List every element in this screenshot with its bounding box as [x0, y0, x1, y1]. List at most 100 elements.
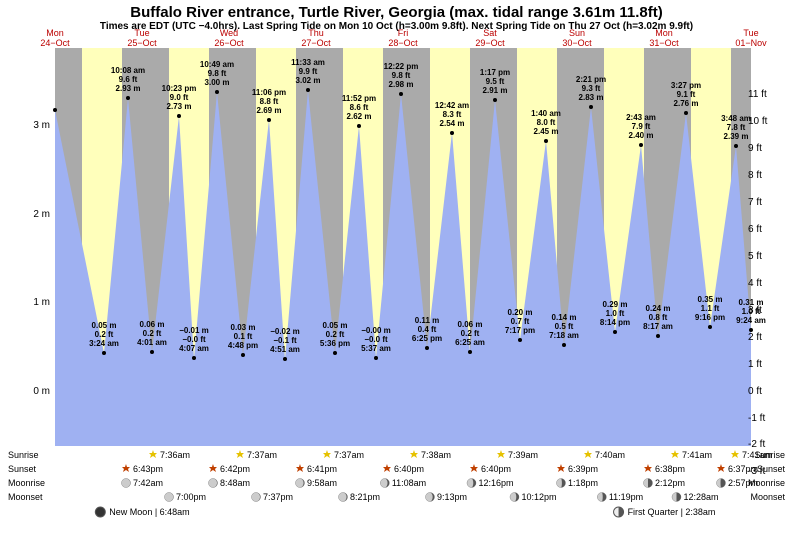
y-tick-ft: -1 ft — [748, 413, 793, 424]
footer-label: Sunset — [757, 464, 785, 474]
footer-item: 8:48am — [208, 478, 250, 488]
tide-point — [684, 111, 688, 115]
y-tick-m: 3 m — [0, 120, 50, 131]
footer-item: 8:21pm — [338, 492, 380, 502]
moon-icon — [208, 478, 218, 488]
footer-time: 6:41pm — [307, 464, 337, 474]
tide-point — [241, 353, 245, 357]
moon-icon — [164, 492, 174, 502]
footer-item: 7:37am — [322, 450, 364, 460]
footer-item: 7:39am — [496, 450, 538, 460]
footer-item: 7:38am — [409, 450, 451, 460]
low-tide-label: 0.03 m0.1 ft4:48 pm — [228, 323, 258, 350]
footer-item: 2:57pm — [716, 478, 758, 488]
footer-time: 7:00pm — [176, 492, 206, 502]
footer-item: 7:00pm — [164, 492, 206, 502]
low-tide-label: 0.20 m0.7 ft7:17 pm — [505, 308, 535, 335]
footer-item: 11:19pm — [597, 492, 643, 502]
footer-time: 12:16pm — [478, 478, 513, 488]
tide-point — [518, 338, 522, 342]
sun-rise-icon — [583, 450, 593, 460]
footer-time: 7:37pm — [263, 492, 293, 502]
chart-title: Buffalo River entrance, Turtle River, Ge… — [0, 0, 793, 21]
footer-item: 6:40pm — [469, 464, 511, 474]
tide-point — [450, 131, 454, 135]
moon-icon — [671, 492, 681, 502]
footer-item: 11:08am — [380, 478, 426, 488]
moon-icon — [338, 492, 348, 502]
tide-point — [544, 139, 548, 143]
date-label: Sun30−Oct — [562, 28, 591, 48]
y-tick-m: 2 m — [0, 209, 50, 220]
moon-icon — [295, 478, 305, 488]
moon-phase-label: First Quarter | 2:38am — [628, 507, 716, 517]
tide-point — [708, 325, 712, 329]
y-tick-m: 1 m — [0, 297, 50, 308]
moon-icon — [716, 478, 726, 488]
footer-time: 8:48am — [220, 478, 250, 488]
footer-row-sunrise: SunriseSunrise7:36am7:37am7:37am7:38am7:… — [0, 450, 793, 464]
footer-label: Moonrise — [8, 478, 45, 488]
footer-item: 2:12pm — [643, 478, 685, 488]
footer-time: 1:18pm — [568, 478, 598, 488]
footer-rows: SunriseSunrise7:36am7:37am7:37am7:38am7:… — [0, 450, 793, 522]
moon-phase-item: First Quarter | 2:38am — [613, 506, 716, 518]
tide-point — [283, 357, 287, 361]
tide-point — [192, 356, 196, 360]
sun-rise-icon — [730, 450, 740, 460]
low-tide-label: 0.06 m0.2 ft6:25 am — [455, 320, 485, 347]
high-tide-label: 10:08 am9.6 ft2.93 m — [111, 66, 145, 93]
footer-item: 6:42pm — [208, 464, 250, 474]
y-tick-ft: 7 ft — [748, 197, 793, 208]
footer-time: 7:37am — [247, 450, 277, 460]
high-tide-label: 2:21 pm9.3 ft2.83 m — [576, 75, 606, 102]
footer-time: 6:43pm — [133, 464, 163, 474]
sun-set-icon — [556, 464, 566, 474]
y-tick-ft: 3 ft — [748, 305, 793, 316]
date-label: Thu27−Oct — [301, 28, 330, 48]
y-tick-ft: 5 ft — [748, 251, 793, 262]
tide-point — [374, 356, 378, 360]
high-tide-label: 10:49 am9.8 ft3.00 m — [200, 60, 234, 87]
y-tick-ft: 8 ft — [748, 170, 793, 181]
sun-rise-icon — [409, 450, 419, 460]
footer-time: 7:36am — [160, 450, 190, 460]
y-tick-ft: 11 ft — [748, 89, 793, 100]
high-tide-label: 11:06 pm8.8 ft2.69 m — [252, 88, 286, 115]
footer-item: 7:37pm — [251, 492, 293, 502]
sun-rise-icon — [148, 450, 158, 460]
low-tide-label: 0.24 m0.8 ft8:17 am — [643, 304, 673, 331]
footer-time: 7:41am — [682, 450, 712, 460]
chart-container: Buffalo River entrance, Turtle River, Ge… — [0, 0, 793, 539]
tide-curve — [55, 48, 751, 446]
y-tick-ft: -2 ft — [748, 439, 793, 450]
tide-point — [102, 351, 106, 355]
low-tide-label: −0.00 m−0.0 ft5:37 am — [361, 326, 391, 353]
tide-point — [267, 118, 271, 122]
y-tick-ft: 2 ft — [748, 332, 793, 343]
y-tick-ft: 6 ft — [748, 224, 793, 235]
low-tide-label: −0.02 m−0.1 ft4:51 am — [270, 327, 300, 354]
footer-label: Sunrise — [8, 450, 39, 460]
footer-time: 8:21pm — [350, 492, 380, 502]
low-tide-label: −0.01 m−0.0 ft4:07 am — [179, 326, 209, 353]
y-tick-m: 0 m — [0, 386, 50, 397]
tide-point — [306, 88, 310, 92]
footer-time: 7:42am — [133, 478, 163, 488]
high-tide-label: 3:27 pm9.1 ft2.76 m — [671, 81, 701, 108]
tide-point — [177, 114, 181, 118]
low-tide-label: 0.29 m1.0 ft8:14 pm — [600, 300, 630, 327]
sun-set-icon — [643, 464, 653, 474]
tide-point — [656, 334, 660, 338]
moon-icon — [380, 478, 390, 488]
footer-time: 6:40pm — [394, 464, 424, 474]
footer-item: 7:37am — [235, 450, 277, 460]
footer-row-sunset: SunsetSunset6:43pm6:42pm6:41pm6:40pm6:40… — [0, 464, 793, 478]
tide-point — [613, 330, 617, 334]
footer-time: 9:13pm — [437, 492, 467, 502]
footer-item: 6:41pm — [295, 464, 337, 474]
sun-rise-icon — [322, 450, 332, 460]
footer-label: Moonset — [750, 492, 785, 502]
tide-point — [562, 343, 566, 347]
low-tide-label: 0.06 m0.2 ft4:01 am — [137, 320, 167, 347]
